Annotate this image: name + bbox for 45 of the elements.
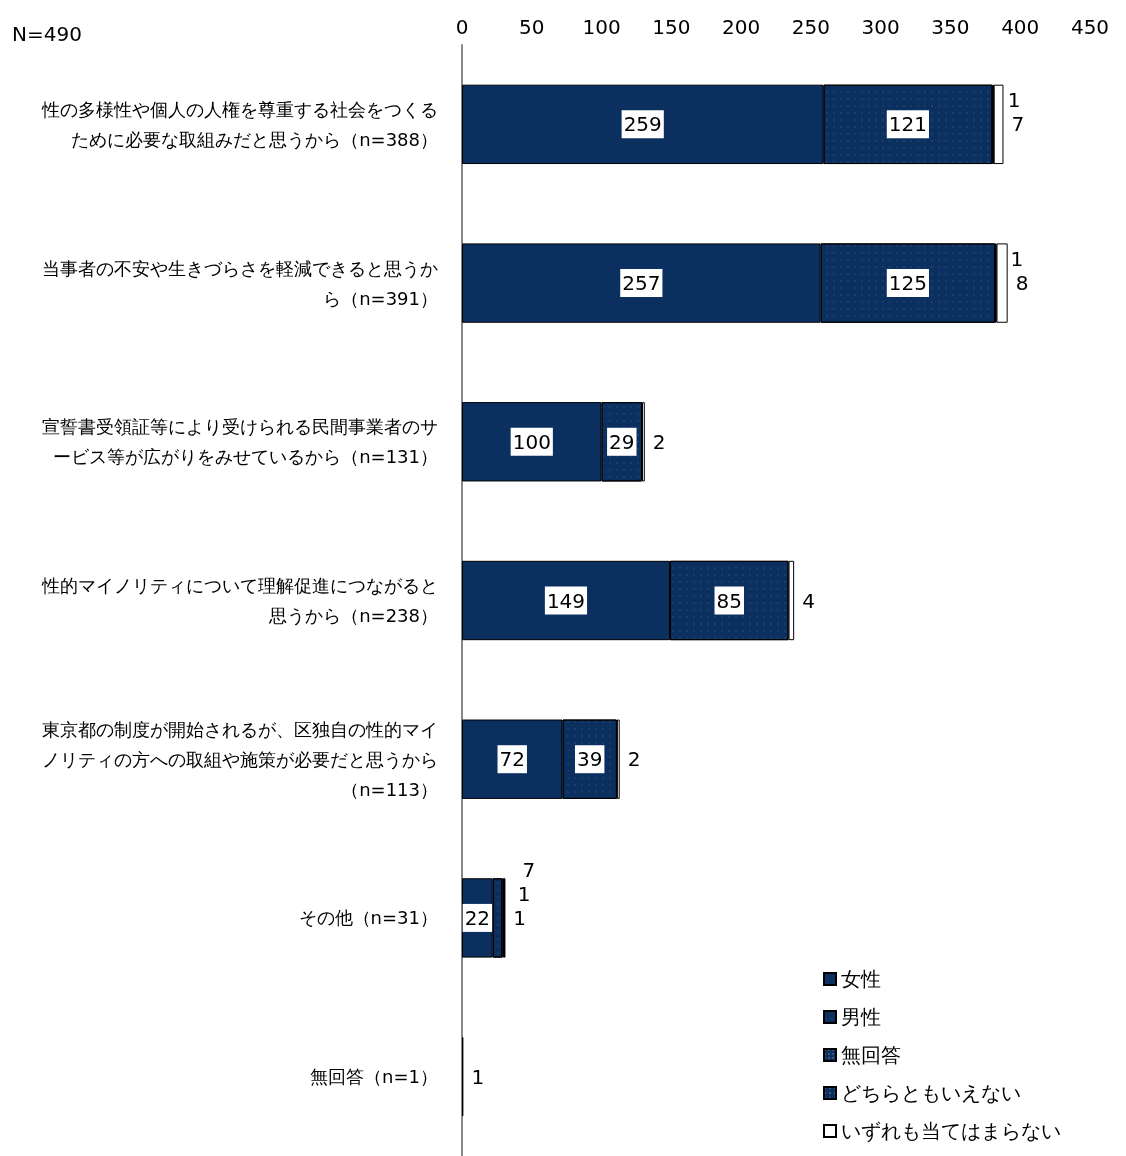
data-label: 2 <box>652 429 666 454</box>
data-label: 1 <box>471 1064 485 1089</box>
data-label: 125 <box>888 271 927 296</box>
x-tick-label: 200 <box>722 15 761 39</box>
x-tick-label: 50 <box>519 15 545 39</box>
legend-label: どちらともいえない <box>841 1081 1021 1105</box>
data-label: 22 <box>464 905 491 930</box>
x-tick-label: 300 <box>861 15 900 39</box>
y-tick-label: その他（n=31） <box>298 907 438 929</box>
y-tick-label: 性的マイノリティについて理解促進につながると思うから（n=238） <box>41 575 438 626</box>
x-tick-label: 450 <box>1070 15 1110 39</box>
data-label: 1 <box>1007 88 1021 113</box>
data-label: 39 <box>576 747 603 772</box>
data-label: 1 <box>517 881 531 906</box>
y-tick-label: 性の多様性や個人の人権を尊重する社会をつくるために必要な取組みだと思うから（n=388） <box>41 98 438 150</box>
x-tick-label: 0 <box>455 15 469 39</box>
data-label: 2 <box>627 747 641 772</box>
legend-label: 男性 <box>841 1005 881 1029</box>
x-tick-label: 150 <box>652 15 691 39</box>
data-label: 8 <box>1015 271 1029 296</box>
text: N=490 <box>12 22 82 46</box>
y-tick-label: 宣誓書受領証等により受けられる民間事業者のサービス等が広がりをみせているから（n=131） <box>42 416 438 468</box>
data-label: 7 <box>1011 112 1025 137</box>
data-label: 1 <box>513 905 526 930</box>
y-tick-label: 当事者の不安や生きづらさを軽減できると思うから（n=391） <box>42 257 438 309</box>
data-label: 29 <box>609 429 635 454</box>
data-label: 257 <box>622 271 661 296</box>
data-label: 100 <box>512 429 551 454</box>
legend-label: いずれも当てはまらない <box>841 1119 1061 1143</box>
data-label: 259 <box>623 112 662 137</box>
x-tick-label: 350 <box>931 15 970 39</box>
legend-label: 無回答 <box>841 1043 901 1067</box>
data-label: 121 <box>888 112 927 137</box>
data-label: 4 <box>802 588 815 613</box>
x-tick-label: 250 <box>791 15 830 39</box>
x-tick-label: 100 <box>582 15 621 39</box>
x-tick-label: 400 <box>1001 15 1040 39</box>
data-label: 72 <box>499 747 525 772</box>
data-label: 149 <box>546 588 586 613</box>
y-tick-label: 無回答（n=1） <box>310 1066 438 1088</box>
legend-label: 女性 <box>841 967 881 991</box>
data-label: 7 <box>522 857 536 882</box>
y-tick-label: 東京都の制度が開始されるが、区独自の性的マイノリティの方への取組や施策が必要だと思うから（n=113） <box>42 718 438 800</box>
data-label: 85 <box>716 588 742 613</box>
data-label: 1 <box>1010 247 1024 272</box>
